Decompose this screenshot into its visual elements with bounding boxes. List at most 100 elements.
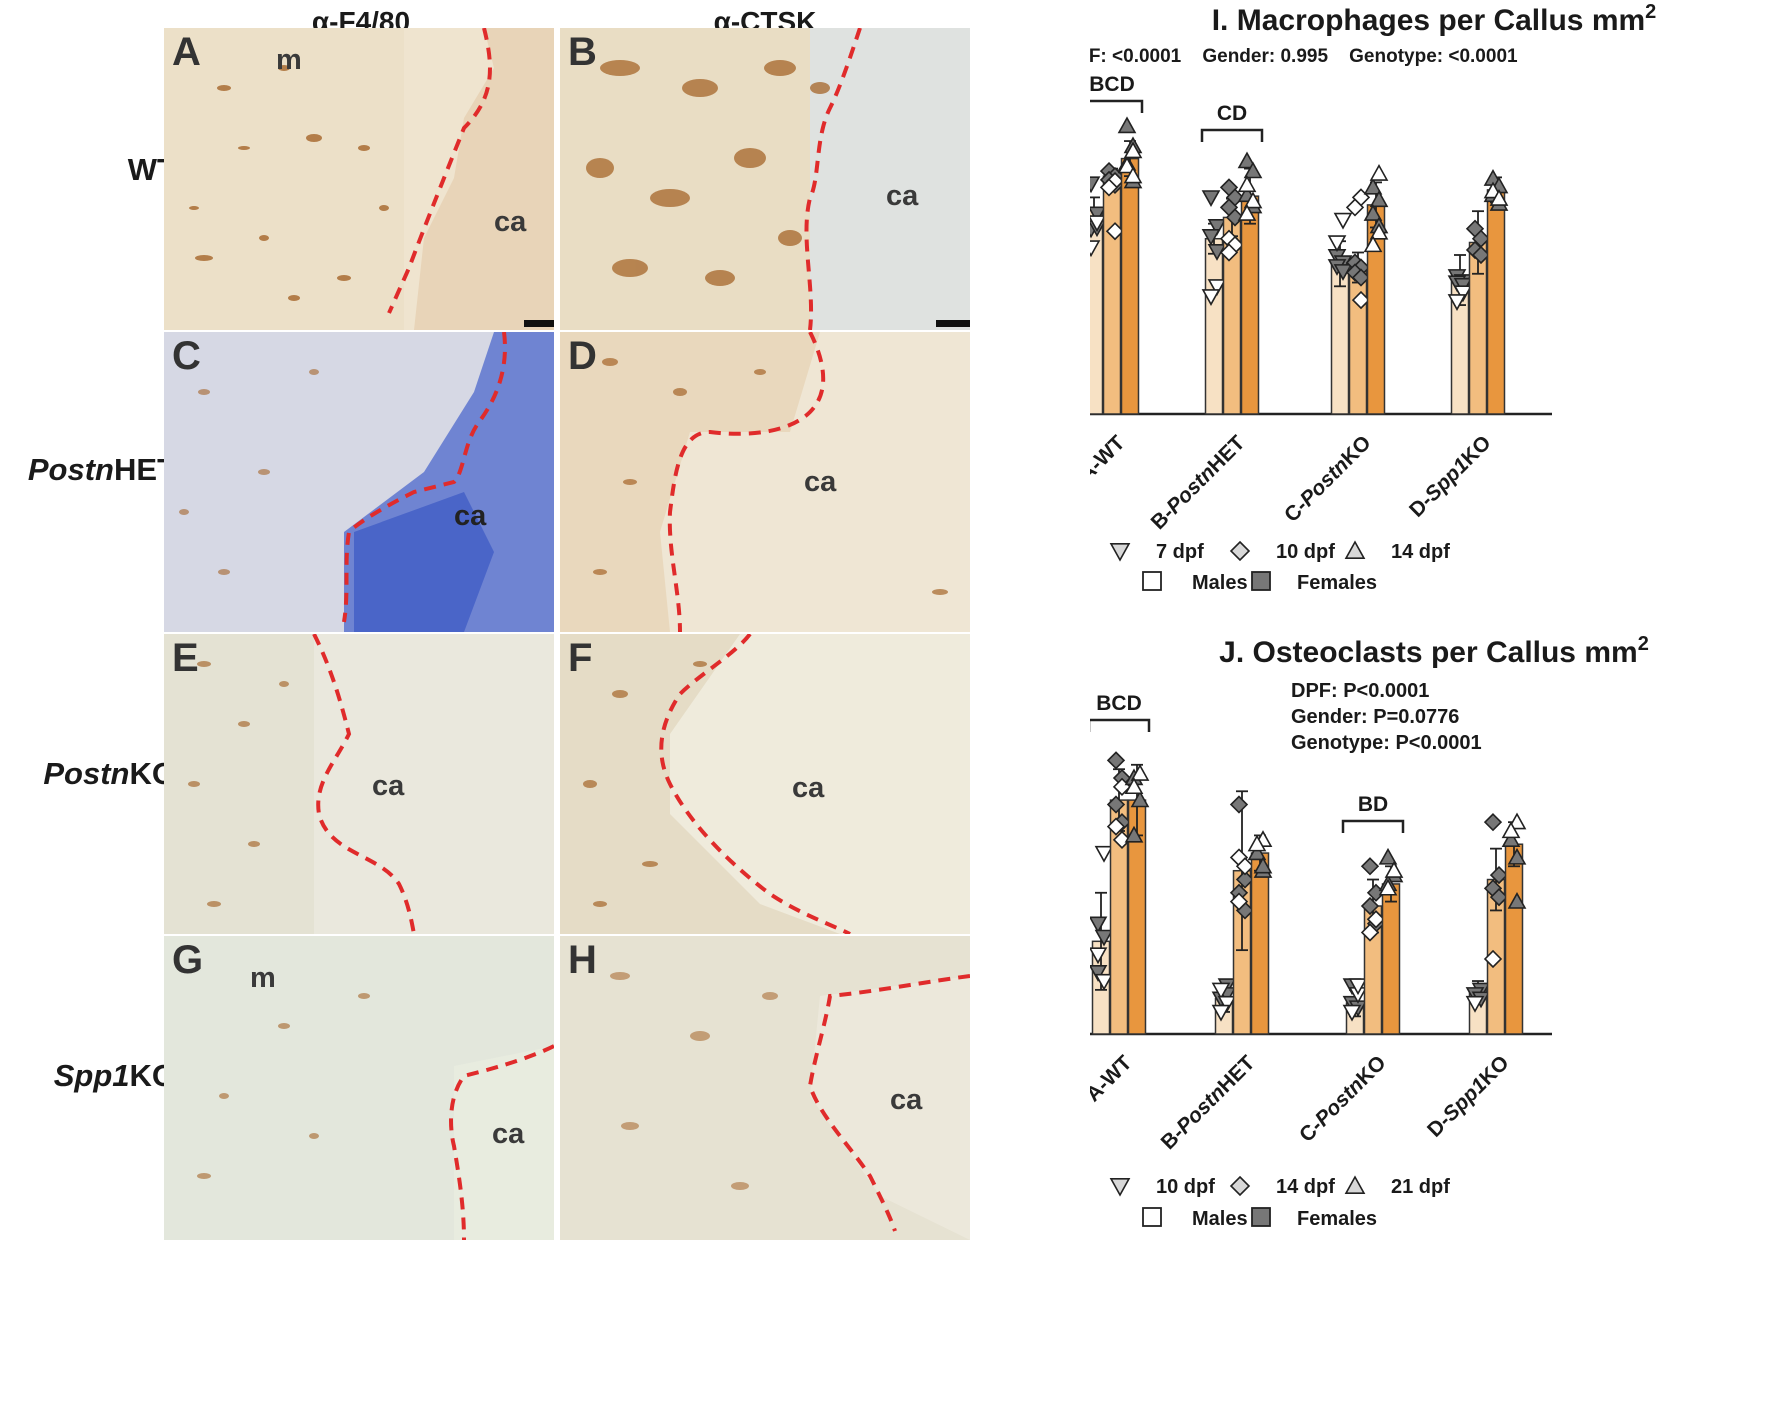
data-point-male [1378, 878, 1398, 896]
bar [1240, 195, 1260, 415]
row-label-postn-ko: PostnKO [43, 756, 176, 791]
panel-letter-f: F [568, 636, 593, 680]
micrograph-panel-h: H ca [560, 936, 970, 1240]
data-point-male [1124, 777, 1144, 795]
data-point-male [1351, 290, 1371, 310]
data-point-male [1366, 910, 1386, 929]
legend-label-males: Males [1192, 572, 1248, 594]
legend-marker-tri-down [1109, 543, 1131, 562]
significance-label: CD [1217, 102, 1247, 125]
data-point-female [1489, 865, 1509, 885]
data-point-male [1090, 947, 1108, 965]
panel-d-texture [560, 332, 948, 632]
data-point-male [1237, 175, 1257, 193]
chart-stat-line: DPF: P<0.0001 [1291, 680, 1429, 702]
data-point-male [1384, 861, 1404, 878]
label-marrow-g: m [250, 962, 276, 994]
data-point-female [1201, 229, 1221, 246]
legend-swatch-females [1251, 1207, 1271, 1227]
legend-label-time: 10 dpf [1276, 541, 1335, 563]
x-tick-label: D-Spp1KO [1423, 1051, 1514, 1142]
data-point-female [1507, 847, 1527, 865]
micrograph-panel-g: G m ca [164, 936, 554, 1240]
legend-marker-tri-down [1109, 1178, 1131, 1197]
data-point-female [1090, 206, 1107, 224]
legend-swatch-males [1142, 571, 1162, 591]
x-tick-label: B-PostnHET [1147, 431, 1250, 534]
data-point-male [1243, 191, 1263, 209]
data-point-male [1105, 222, 1125, 241]
legend-marker-tri-up [1344, 1175, 1366, 1194]
data-point-male [1090, 240, 1101, 258]
label-callus-c: ca [454, 500, 487, 532]
legend-marker-tri-up [1344, 540, 1366, 559]
data-point-female [1363, 204, 1383, 221]
chart-stat-line: Genotype: P<0.0001 [1291, 732, 1482, 754]
data-point-male [1123, 166, 1143, 184]
micrograph-panel-a: A m ca [164, 28, 554, 330]
data-point-male [1117, 156, 1137, 174]
legend-label-time: 14 dpf [1391, 541, 1450, 563]
panel-letter-d: D [568, 334, 597, 378]
data-point-male [1235, 857, 1255, 876]
data-point-male [1348, 978, 1368, 996]
x-tick-label: D-Spp1KO [1405, 431, 1496, 522]
legend-label-females: Females [1297, 1208, 1377, 1230]
data-point-female [1225, 208, 1245, 227]
data-point-male [1106, 817, 1126, 836]
significance-label: BCD [1096, 692, 1142, 715]
data-point-male [1123, 141, 1143, 159]
data-point-female [1201, 190, 1221, 208]
label-callus-e: ca [372, 770, 405, 802]
panel-b-texture [586, 28, 970, 330]
label-marrow-a: m [276, 44, 302, 76]
panel-f-texture [560, 634, 851, 934]
chart-osteoclasts: J. Osteoclasts per Callus mm2 DPF: P<0.00… [1090, 633, 1649, 1230]
bar [1204, 237, 1224, 415]
data-point-male [1369, 222, 1389, 240]
micrograph-panel-b: B ca [560, 28, 970, 330]
data-point-male [1219, 243, 1239, 262]
data-point-male [1447, 294, 1467, 311]
significance-label: BD [1358, 793, 1388, 816]
panel-c-texture [179, 332, 554, 632]
legend-swatch-females [1251, 571, 1271, 591]
chart-stat-line: Gender: P=0.0776 [1291, 706, 1459, 728]
data-point-male [1094, 845, 1114, 863]
data-point-female [1363, 177, 1383, 195]
legend-label-females: Females [1297, 572, 1377, 594]
label-callus-d: ca [804, 466, 837, 498]
micrograph-panel-c: C ca [164, 332, 554, 632]
data-point-female [1351, 268, 1371, 287]
scale-bar-b [936, 320, 970, 327]
label-callus-h: ca [890, 1084, 923, 1116]
data-point-female [1090, 916, 1108, 934]
significance-bracket [1341, 819, 1405, 833]
legend-swatch-males [1142, 1207, 1162, 1227]
significance-label: BCD [1090, 73, 1135, 96]
panel-g-texture [197, 993, 554, 1240]
data-point-female [1235, 870, 1255, 889]
panel-letter-b: B [568, 30, 597, 74]
panel-letter-c: C [172, 334, 201, 378]
x-tick-label: A-WT [1090, 431, 1130, 486]
panel-h-texture [610, 972, 970, 1240]
legend-marker-diamond [1229, 1175, 1251, 1197]
x-tick-label: C-PostnKO [1295, 1051, 1390, 1146]
panel-letter-h: H [568, 938, 597, 982]
panel-a-texture [164, 28, 554, 330]
data-point-male [1207, 279, 1227, 296]
chart-title-superscript: 2 [1638, 633, 1649, 655]
data-point-male [1369, 163, 1389, 181]
x-tick-label: C-PostnKO [1280, 431, 1375, 526]
data-point-male [1217, 995, 1237, 1013]
label-callus-f: ca [792, 772, 825, 804]
data-point-male [1237, 204, 1257, 221]
data-point-male [1489, 189, 1509, 206]
data-point-male [1342, 1004, 1362, 1022]
bar [1348, 266, 1368, 415]
data-point-female [1207, 219, 1227, 236]
label-callus-b: ca [886, 180, 919, 212]
legend-label-time: 7 dpf [1156, 541, 1204, 563]
x-tick-label: B-PostnHET [1157, 1051, 1260, 1154]
